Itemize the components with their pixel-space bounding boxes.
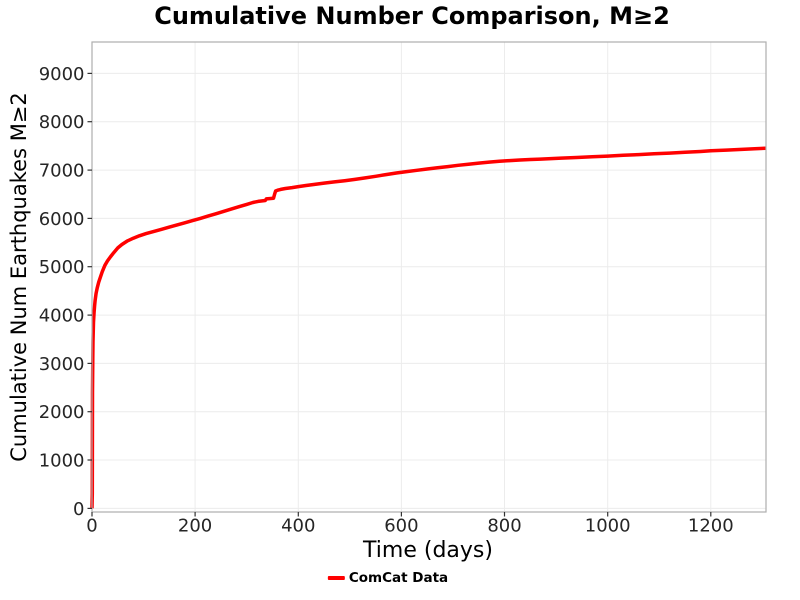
y-tick-label: 4000 — [39, 306, 85, 327]
y-tick-label: 1000 — [39, 451, 85, 472]
x-tick-label: 0 — [86, 516, 97, 537]
y-tick-label: 7000 — [39, 161, 85, 182]
x-tick-label: 1200 — [688, 516, 734, 537]
y-tick-label: 6000 — [39, 209, 85, 230]
y-tick-labels: 0 1000 2000 3000 4000 5000 6000 7000 8000 9000 — [39, 64, 85, 520]
tick-marks — [87, 72, 712, 517]
x-tick-label: 800 — [487, 516, 521, 537]
chart-title: Cumulative Number Comparison, M≥2 — [154, 2, 670, 30]
x-tick-label: 1000 — [585, 516, 631, 537]
panel-border — [91, 41, 767, 513]
y-tick-label: 8000 — [39, 112, 85, 133]
legend-label: ComCat Data — [348, 570, 449, 586]
x-axis-title: Time (days) — [363, 538, 493, 563]
x-tick-labels: 0 200 400 600 800 1000 1200 — [86, 516, 733, 537]
y-tick-label: 0 — [73, 499, 84, 520]
x-tick-label: 200 — [178, 516, 212, 537]
y-tick-label: 3000 — [39, 354, 85, 375]
data-line-comcat-data — [90, 146, 767, 509]
y-axis-title: Cumulative Num Earthquakes M≥2 — [7, 92, 31, 462]
y-tick-label: 9000 — [39, 64, 85, 85]
legend-item-comcat: ComCat Data — [327, 570, 449, 586]
legend: ComCat Data — [327, 570, 449, 586]
plot-panel — [92, 42, 766, 512]
x-tick-label: 400 — [281, 516, 315, 537]
y-tick-label: 5000 — [39, 257, 85, 278]
x-tick-label: 600 — [384, 516, 418, 537]
y-tick-label: 2000 — [39, 402, 85, 423]
legend-line-swatch — [327, 576, 345, 580]
